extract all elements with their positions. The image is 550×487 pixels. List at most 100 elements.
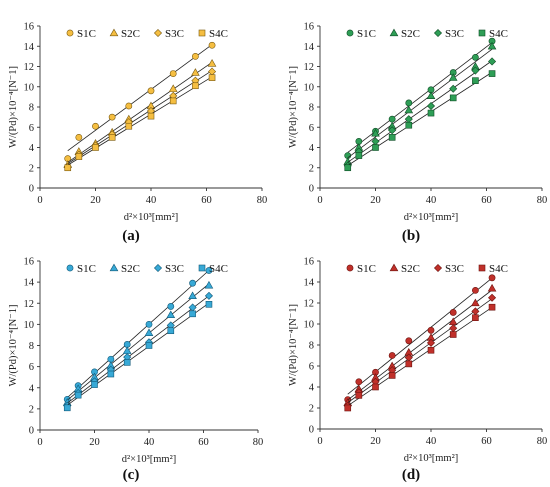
x-tick-label: 0 [317,195,322,206]
data-point-s4c [147,112,155,120]
x-tick-label: 20 [370,436,381,447]
data-point-s2c [204,280,214,289]
data-point-s4c [189,310,196,318]
legend-marker-s4c [478,29,486,37]
x-tick-label: 20 [370,195,381,206]
trend-line-s1c [347,42,493,153]
legend-marker-s3c [153,263,163,273]
y-tick-label: 10 [24,320,35,331]
y-tick-label: 16 [304,257,315,268]
x-tick-label: 60 [201,195,212,206]
x-tick-label: 60 [481,195,492,206]
data-point-s1c [405,337,413,345]
y-tick-label: 2 [309,163,314,174]
data-point-s2c [371,128,380,137]
legend-label-s4c: S4C [209,28,228,40]
y-tick-label: 10 [304,82,315,93]
data-point-s4c [449,331,457,338]
x-axis-label: d²×10³[mm²] [404,212,458,223]
y-tick-label: 4 [309,383,315,394]
legend-marker-s1c [66,29,74,37]
data-point-s4c [405,360,413,368]
legend-marker-s1c [346,29,354,37]
legend-marker-s3c [433,28,443,38]
y-tick-label: 6 [29,123,34,134]
legend-label-s2c: S2C [401,28,420,40]
x-tick-label: 0 [37,437,42,448]
data-point-s2c [166,310,176,319]
y-tick-label: 6 [309,362,314,373]
data-point-s4c [108,134,116,141]
x-tick-label: 40 [426,195,437,206]
x-axis-label: d²×10³[mm²] [124,212,178,223]
trend-line-s2c [347,289,493,401]
trend-line-s2c [347,48,493,159]
chart-panel-a: 0 2 4 6 8 10 12 14 16 0 20 40 60 80 d²×10³[mm²] W/(Pd)×… [8,22,267,244]
x-tick-label: 0 [37,195,42,206]
legend-marker-s1c [346,264,354,272]
data-point-s2c [487,41,497,50]
x-axis-label: d²×10³[mm²] [122,454,176,465]
data-point-s4c [488,70,496,77]
data-point-s1c [355,378,363,386]
y-tick-label: 12 [24,299,35,310]
data-point-s1c [145,320,153,328]
data-point-s1c [488,274,496,282]
data-point-s4c [472,77,479,84]
data-point-s3c [204,291,213,300]
panel-label: (d) [402,467,420,483]
trend-line-s3c [347,298,493,403]
chart-panel-b: 0 2 4 6 8 10 12 14 16 0 20 40 60 80 d²×10³[mm²] W/(Pd)×… [288,22,547,244]
data-point-s1c [169,70,177,77]
data-point-s1c [427,326,435,334]
legend-marker-s2c [389,28,399,37]
data-point-s2c [191,68,200,76]
legend-label-s3c: S3C [165,263,184,275]
legend-marker-s2c [389,263,399,272]
x-tick-label: 80 [537,195,548,206]
trend-line-s4c [67,76,213,166]
data-point-s4c [205,301,213,308]
legend-label-s1c: S1C [357,263,376,275]
y-tick-label: 4 [309,143,315,154]
chart-panel-d: 0 2 4 6 8 10 12 14 16 0 20 40 60 80 d²×10³[mm²] W/(Pd)×… [288,257,547,483]
trend-line-s1c [67,44,213,152]
data-point-s4c [92,144,99,151]
data-point-s2c [426,91,436,100]
data-point-s4c [472,314,479,322]
legend-label-s1c: S1C [357,28,376,40]
data-point-s1c [471,53,479,61]
trend-line-s3c [347,60,493,163]
data-point-s3c [388,126,397,135]
y-tick-label: 2 [29,404,34,415]
data-point-s4c [388,134,396,141]
data-point-s1c [449,309,457,316]
legend-label-s4c: S4C [489,28,508,40]
trend-line-s3c [67,70,213,164]
data-point-s4c [64,164,72,172]
y-tick-label: 0 [29,184,34,195]
data-point-s4c [355,152,363,159]
y-tick-label: 8 [309,341,314,352]
y-tick-label: 2 [29,163,34,174]
data-point-s1c [167,303,175,310]
legend-label-s1c: S1C [77,28,96,40]
chart-panel-c: 0 2 4 6 8 10 12 14 16 0 20 40 60 80 d²×10³[mm²] W/(Pd)×… [8,257,263,483]
data-point-s1c [108,113,116,121]
y-tick-label: 4 [29,383,35,394]
data-point-s4c [344,164,352,172]
data-point-s3c [208,67,217,76]
legend-label-s2c: S2C [401,263,420,275]
x-axis-label: d²×10³[mm²] [404,453,458,464]
y-tick-label: 6 [309,123,314,134]
legend-label-s4c: S4C [489,263,508,275]
data-point-s4c [125,122,133,130]
x-tick-label: 80 [253,437,264,448]
legend-label-s4c: S4C [209,263,228,275]
data-point-s2c [122,346,132,354]
y-tick-label: 8 [29,341,34,352]
y-tick-label: 16 [24,257,35,268]
data-point-s4c [427,109,435,117]
y-tick-label: 16 [304,22,315,33]
